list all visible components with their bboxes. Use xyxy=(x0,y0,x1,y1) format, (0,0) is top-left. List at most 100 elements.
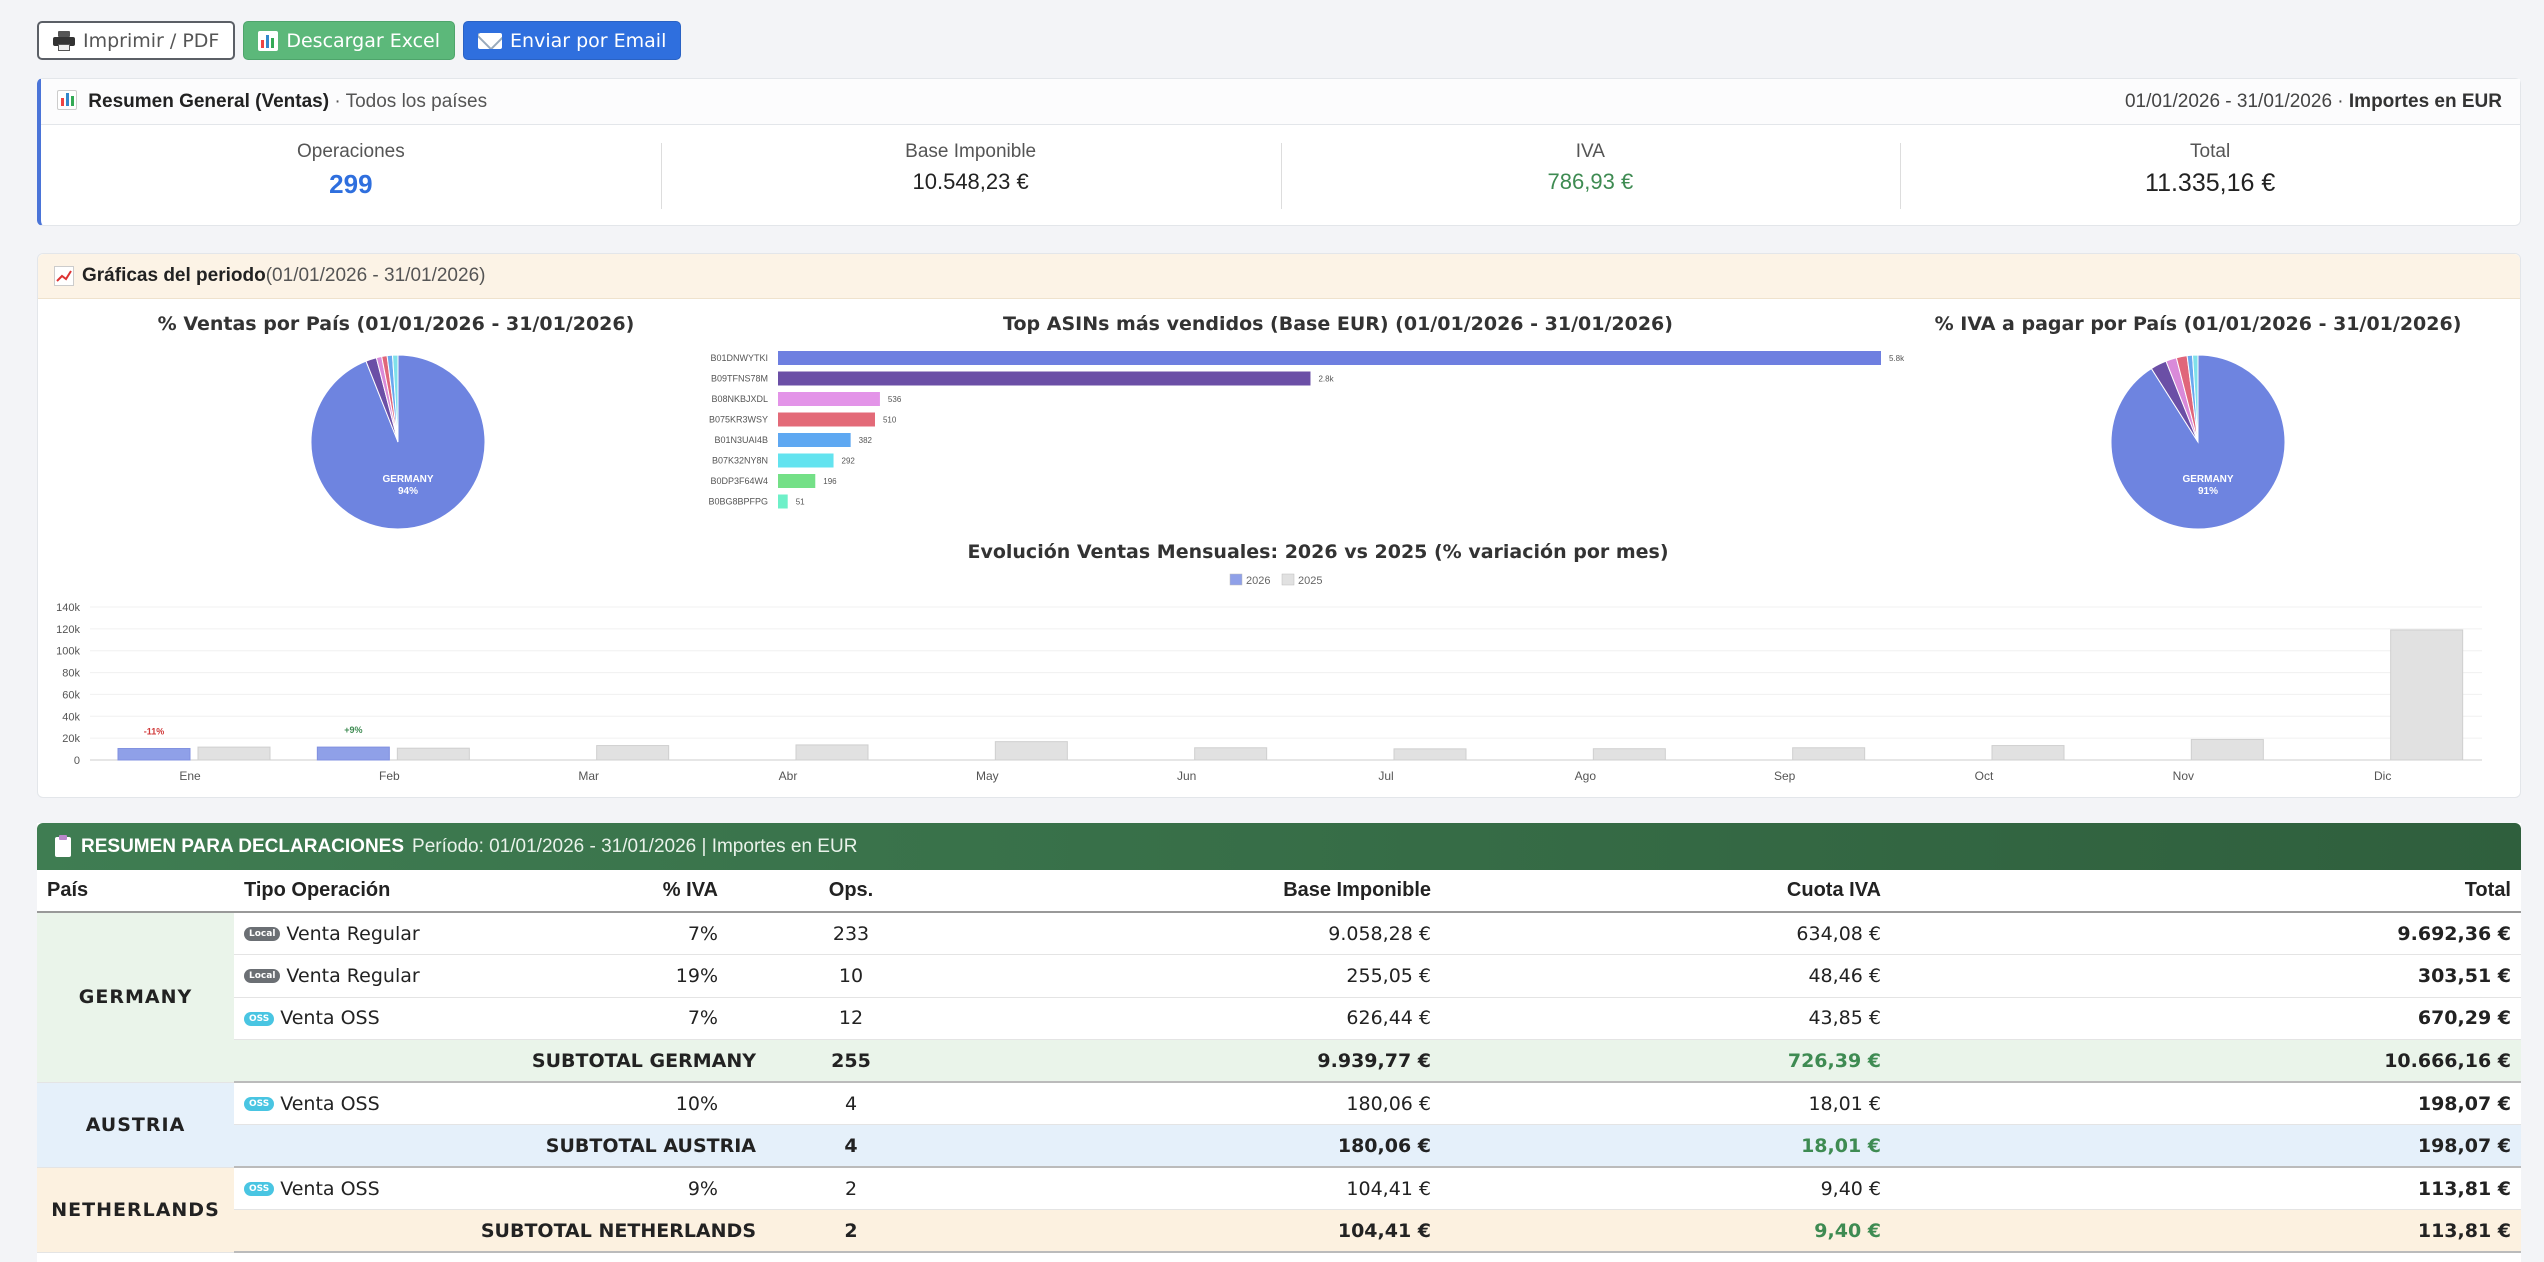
send-email-button[interactable]: Enviar por Email xyxy=(463,21,682,60)
pie-slice-label: GERMANY xyxy=(382,474,433,485)
printer-icon xyxy=(53,30,75,51)
pie-slice-percent: 94% xyxy=(398,486,418,497)
bar-2025 xyxy=(795,744,869,761)
charts-card: Gráficas del periodo (01/01/2026 - 31/01… xyxy=(37,253,2521,798)
x-tick-label: Ago xyxy=(1575,769,1597,783)
envelope-icon xyxy=(478,32,503,49)
subtotal-vat: 726,39 € xyxy=(1441,1039,1891,1083)
declarations-title: RESUMEN PARA DECLARACIONES xyxy=(81,835,405,857)
asin-value-label: 196 xyxy=(823,477,837,486)
pie-sales-title: % Ventas por País (01/01/2026 - 31/01/20… xyxy=(157,313,635,335)
metric-value: 299 xyxy=(329,169,373,199)
rate-cell: 10% xyxy=(584,1082,796,1125)
x-tick-label: Dic xyxy=(2374,769,2391,783)
asin-value-label: 292 xyxy=(842,457,856,466)
oss-badge: OSS xyxy=(244,1182,275,1196)
table-row: NETHERLANDS OSS Venta OSS 9% 2 104,41 € 9… xyxy=(37,1167,2521,1253)
base-cell: 104,41 € xyxy=(906,1167,1441,1210)
subtotal-base: 104,41 € xyxy=(906,1209,1441,1253)
total-cell: 670,29 € xyxy=(1891,997,2521,1040)
clipboard-icon xyxy=(55,834,71,857)
metric-value: 786,93 € xyxy=(1547,169,1634,194)
charts-header: Gráficas del periodo (01/01/2026 - 31/01… xyxy=(38,254,2520,299)
base-cell: 9.058,28 € xyxy=(906,912,1441,955)
rate-cell: 7% xyxy=(584,912,796,955)
subtotal-row: SUBTOTAL NETHERLANDS 2 104,41 € 9,40 € 1… xyxy=(37,1209,2521,1253)
country-cell: NETHERLANDS xyxy=(37,1167,234,1253)
asin-bar-title: Top ASINs más vendidos (Base EUR) (01/01… xyxy=(1003,313,1673,335)
operation-type: Venta OSS xyxy=(280,1007,380,1030)
bar-2025 xyxy=(1393,748,1467,761)
vat-cell: 634,08 € xyxy=(1441,912,1891,955)
metric-value: 10.548,23 € xyxy=(912,169,1029,194)
x-tick-label: Jul xyxy=(1378,769,1393,783)
y-tick-label: 40k xyxy=(62,711,80,723)
base-cell: 180,06 € xyxy=(906,1082,1441,1125)
pie-slice-percent: 91% xyxy=(2198,486,2218,497)
asin-label: B075KR3WSY xyxy=(709,415,768,425)
bar-2025 xyxy=(1991,745,2065,761)
asin-value-label: 382 xyxy=(859,436,873,445)
subtotal-label: SUBTOTAL GERMANY xyxy=(234,1039,796,1083)
total-cell: 198,07 € xyxy=(1891,1082,2521,1125)
bar-2025 xyxy=(596,745,670,761)
subtotal-ops: 4 xyxy=(796,1124,906,1168)
bar-2025 xyxy=(1792,747,1866,761)
declarations-table: País Tipo Operación % IVA Ops. Base Impo… xyxy=(37,870,2521,1253)
asin-label: B0BG8BPFPG xyxy=(708,497,768,507)
download-excel-label: Descargar Excel xyxy=(286,29,441,52)
chart-icon xyxy=(57,90,77,110)
charts-title: Gráficas del periodo xyxy=(82,265,266,286)
base-cell: 255,05 € xyxy=(906,954,1441,998)
asin-bar-chart: B01DNWYTKI 5.8k B09TFNS78M 2.8k B08NKBJXDL 53… xyxy=(708,351,1905,509)
x-tick-label: Nov xyxy=(2173,769,2194,783)
x-tick-label: Ene xyxy=(179,769,201,783)
subtotal-label: SUBTOTAL NETHERLANDS xyxy=(234,1209,796,1253)
print-pdf-label: Imprimir / PDF xyxy=(83,29,220,52)
pie-slice xyxy=(392,354,399,443)
subtotal-vat: 9,40 € xyxy=(1441,1209,1891,1253)
variation-label: +9% xyxy=(344,725,362,735)
col-type: Tipo Operación xyxy=(234,870,584,913)
asin-value-label: 510 xyxy=(883,416,897,425)
subtotal-vat: 18,01 € xyxy=(1441,1124,1891,1168)
subtotal-total: 198,07 € xyxy=(1891,1124,2521,1168)
col-total: Total xyxy=(1891,870,2521,913)
col-rate: % IVA xyxy=(584,870,796,913)
asin-label: B0DP3F64W4 xyxy=(710,476,768,486)
asin-bar xyxy=(778,412,875,427)
operation-type: Venta OSS xyxy=(280,1092,380,1115)
y-tick-label: 120k xyxy=(56,624,80,636)
col-base: Base Imponible xyxy=(906,870,1441,913)
asin-bar xyxy=(778,351,1881,365)
print-pdf-button[interactable]: Imprimir / PDF xyxy=(37,21,236,60)
oss-badge: OSS xyxy=(244,1011,275,1026)
monthly-bar-title: Evolución Ventas Mensuales: 2026 vs 2025… xyxy=(967,541,1669,563)
x-tick-label: Jun xyxy=(1177,769,1196,783)
metrics-row: Operaciones 299 Base Imponible 10.548,23… xyxy=(41,125,2520,225)
bar-2025 xyxy=(1194,747,1268,761)
ops-cell: 233 xyxy=(796,912,906,955)
y-tick-label: 20k xyxy=(62,733,80,745)
asin-value-label: 5.8k xyxy=(1889,354,1905,363)
ops-cell: 10 xyxy=(796,954,906,998)
operation-type: Venta OSS xyxy=(280,1177,380,1200)
send-email-label: Enviar por Email xyxy=(510,29,667,52)
declarations-subtitle: Período: 01/01/2026 - 31/01/2026 | Impor… xyxy=(412,835,858,857)
operation-type-cell: Local Venta Regular xyxy=(234,912,584,955)
y-tick-label: 60k xyxy=(62,689,80,701)
monthly-bar-chart: 2026 2025 0 20k 40k 60k 80k 100k 120k 140k Ene Feb M… xyxy=(56,573,2482,783)
y-tick-label: 100k xyxy=(56,646,80,658)
metric-label: Operaciones xyxy=(297,141,405,162)
bar-2025 xyxy=(396,747,470,761)
summary-currency: Importes en EUR xyxy=(2348,90,2502,112)
asin-label: B08NKBJXDL xyxy=(711,394,768,404)
charts-period: (01/01/2026 - 31/01/2026) xyxy=(265,265,486,286)
pie-slice-label: GERMANY xyxy=(2182,474,2233,485)
subtotal-ops: 2 xyxy=(796,1209,906,1253)
download-excel-button[interactable]: Descargar Excel xyxy=(243,21,456,60)
metric-value: 11.335,16 € xyxy=(2145,169,2276,197)
asin-bar xyxy=(778,453,834,468)
metric-vat: IVA 786,93 € xyxy=(1280,125,1901,225)
